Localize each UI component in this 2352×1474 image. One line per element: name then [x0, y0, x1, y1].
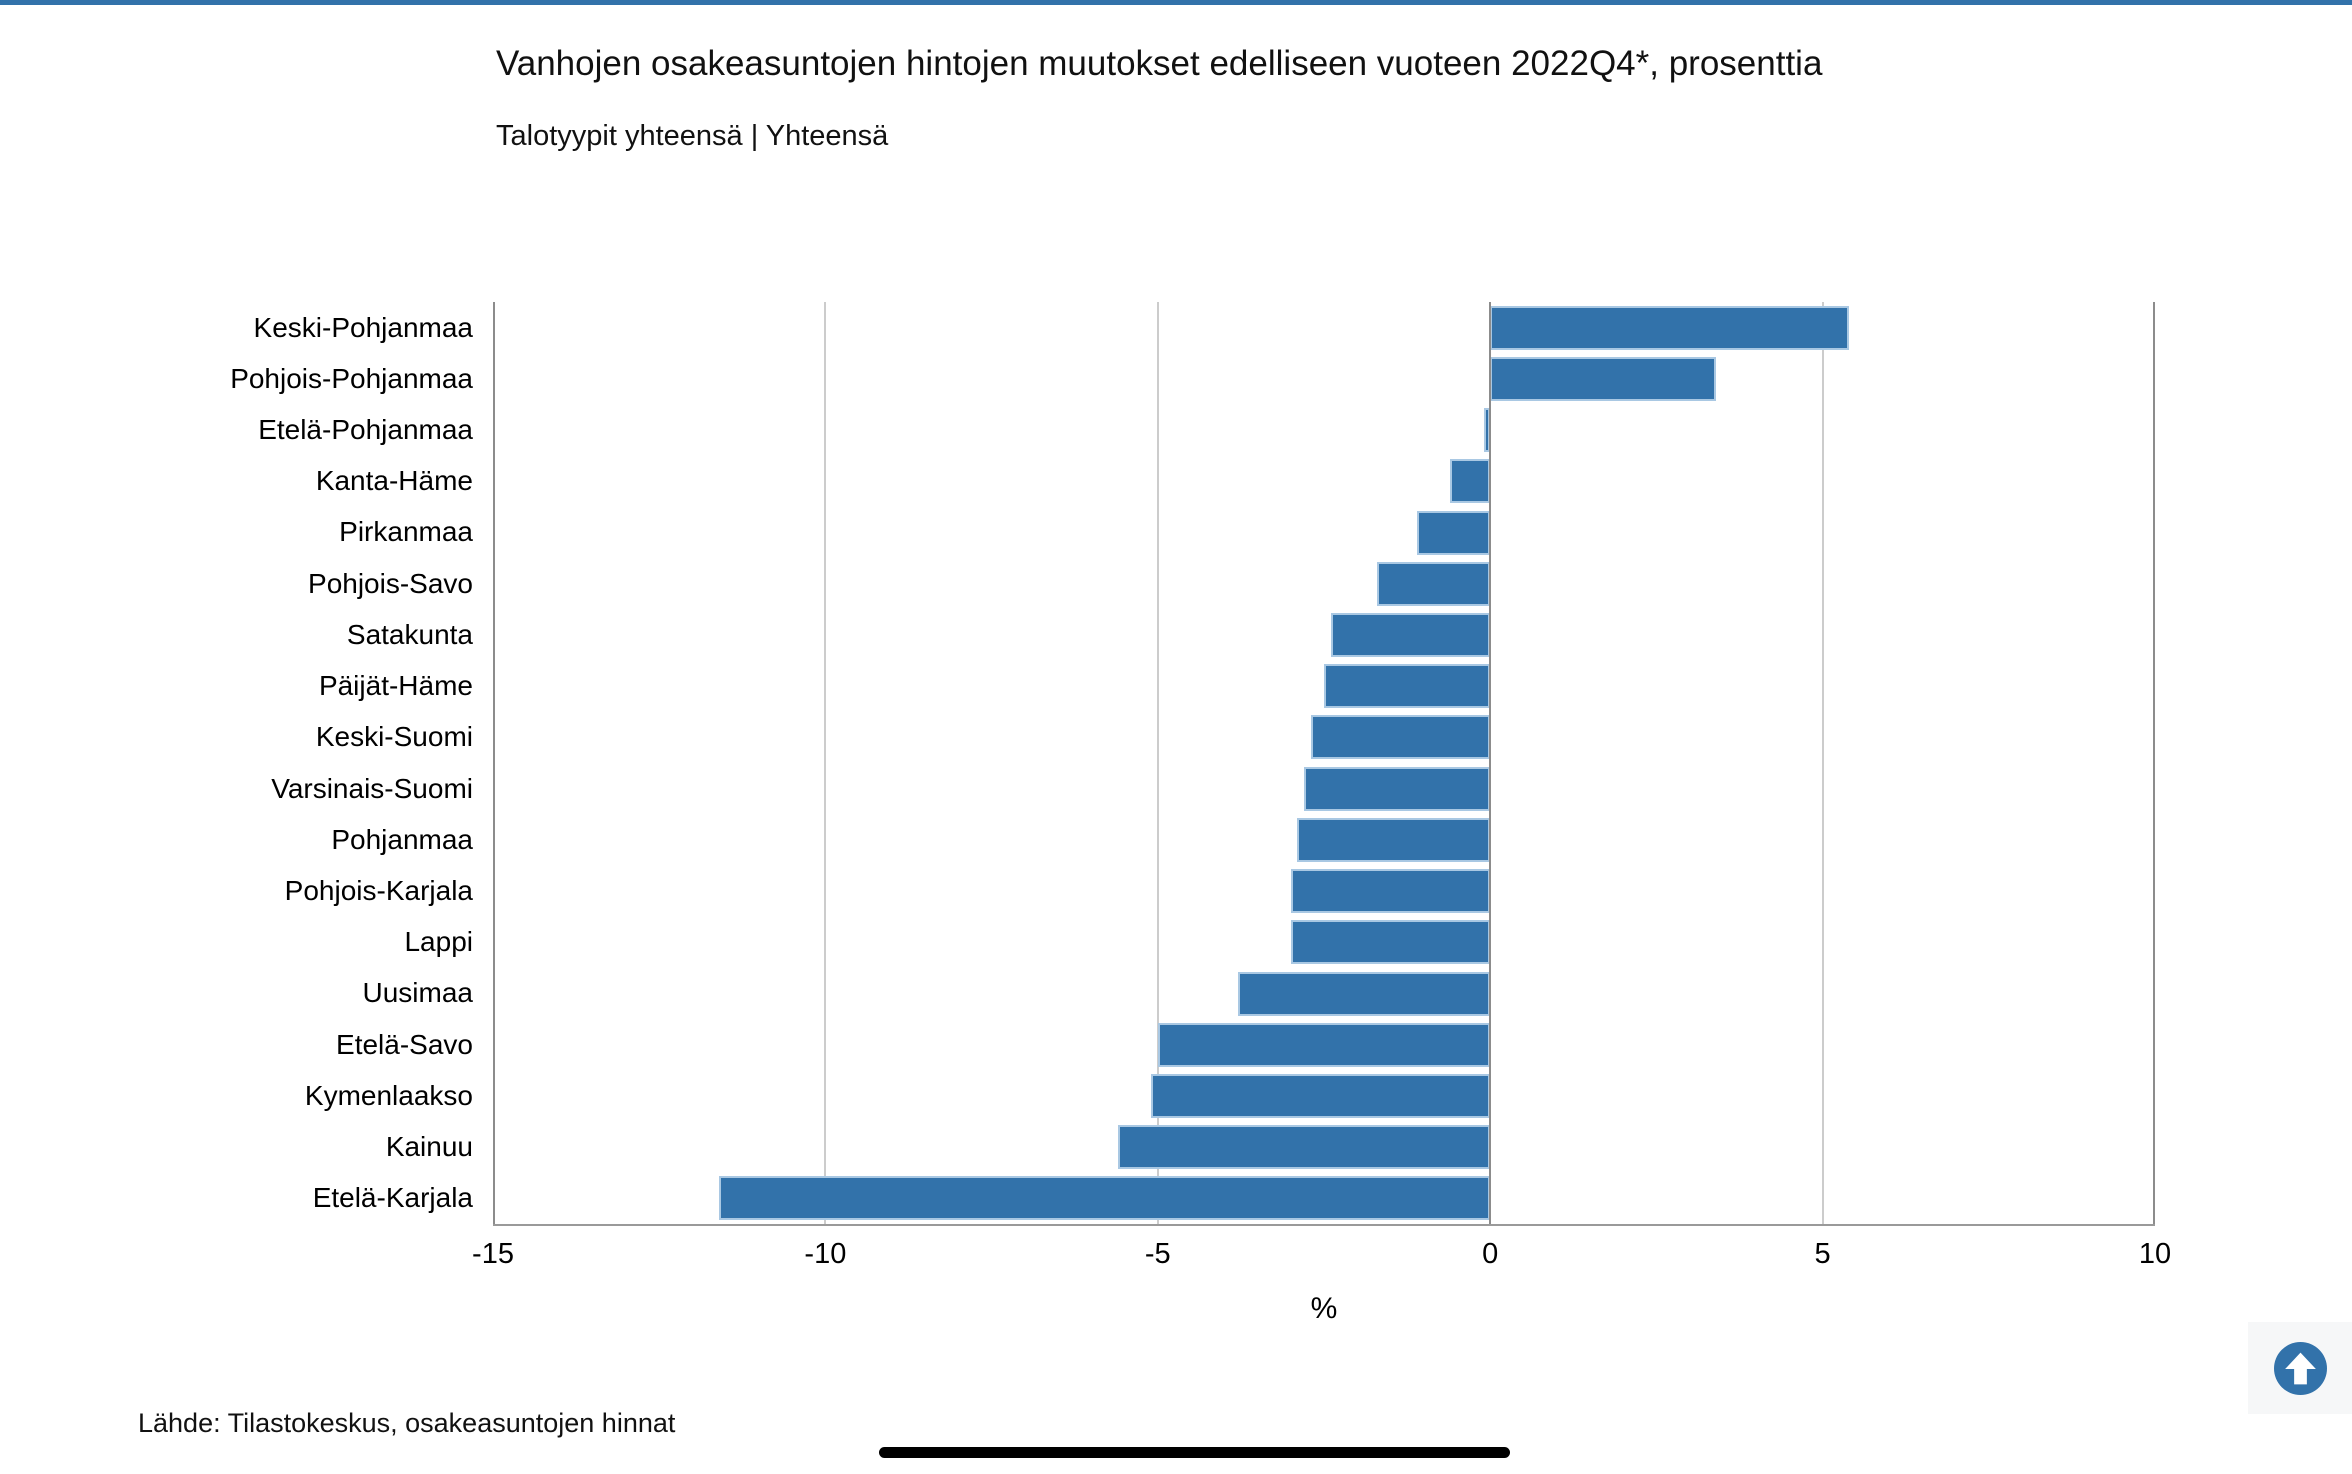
bar-pohjois-savo[interactable] [1377, 561, 1491, 606]
x-axis-tick-labels: -15 -10 -5 0 5 10 [472, 1238, 2171, 1278]
y-label-pohjois-pohjanmaa: Pohjois-Pohjanmaa [230, 362, 473, 394]
x-tick-5: 5 [1814, 1238, 1831, 1270]
y-label-etelä-karjala: Etelä-Karjala [312, 1182, 473, 1214]
bar-päijät-häme[interactable] [1324, 664, 1491, 709]
x-tick--5: -5 [1144, 1238, 1171, 1270]
y-axis-labels: Keski-Pohjanmaa Pohjois-Pohjanmaa Etelä-Po… [0, 302, 473, 1224]
y-label-uusimaa: Uusimaa [362, 977, 473, 1009]
y-label-päijät-häme: Päijät-Häme [318, 670, 473, 702]
gridline--5 [1156, 302, 1159, 1224]
y-label-etelä-pohjanmaa: Etelä-Pohjanmaa [258, 414, 473, 446]
top-accent-bar [0, 0, 2352, 5]
bar-pirkanmaa[interactable] [1417, 510, 1491, 555]
y-label-kainuu: Kainuu [385, 1131, 473, 1163]
gridline-5 [1821, 302, 1824, 1224]
y-label-kanta-häme: Kanta-Häme [315, 465, 473, 497]
bar-etelä-karjala[interactable] [719, 1176, 1491, 1221]
up-arrow-icon [2273, 1341, 2327, 1395]
x-axis-title: % [1310, 1292, 1338, 1325]
chart-subtitle: Talotyypit yhteensä | Yhteensä [496, 120, 889, 152]
bar-kanta-häme[interactable] [1450, 459, 1491, 504]
bar-keski-pohjanmaa[interactable] [1490, 305, 1850, 350]
bar-lappi[interactable] [1290, 920, 1491, 965]
source-text: Lähde: Tilastokeskus, osakeasuntojen hin… [138, 1408, 676, 1438]
bar-keski-suomi[interactable] [1310, 715, 1491, 760]
bar-pohjois-pohjanmaa[interactable] [1490, 356, 1717, 401]
gridline--10 [824, 302, 827, 1224]
y-label-keski-suomi: Keski-Suomi [315, 721, 473, 753]
scroll-to-top-button[interactable] [2248, 1322, 2352, 1414]
x-tick--15: -15 [472, 1238, 514, 1270]
bar-satakunta[interactable] [1330, 612, 1491, 657]
bar-uusimaa[interactable] [1237, 971, 1491, 1016]
y-label-pohjois-savo: Pohjois-Savo [308, 567, 473, 599]
bar-kainuu[interactable] [1117, 1125, 1491, 1170]
y-label-pirkanmaa: Pirkanmaa [339, 516, 473, 548]
y-label-satakunta: Satakunta [346, 618, 473, 650]
y-label-varsinais-suomi: Varsinais-Suomi [271, 772, 473, 804]
chart-title: Vanhojen osakeasuntojen hintojen muutoks… [496, 44, 1823, 83]
zero-gridline [1489, 302, 1492, 1224]
y-label-pohjois-karjala: Pohjois-Karjala [284, 875, 473, 907]
gridline--15 [493, 302, 495, 1224]
y-label-kymenlaakso: Kymenlaakso [304, 1079, 473, 1111]
x-axis-line [493, 1224, 2155, 1226]
horizontal-scrollbar-thumb[interactable] [879, 1447, 1510, 1458]
y-label-lappi: Lappi [404, 926, 473, 958]
bar-varsinais-suomi[interactable] [1304, 766, 1491, 811]
y-label-etelä-savo: Etelä-Savo [336, 1028, 473, 1060]
y-label-pohjanmaa: Pohjanmaa [331, 823, 473, 855]
bar-etelä-savo[interactable] [1157, 1022, 1491, 1067]
plot-area [493, 302, 2155, 1224]
x-tick-10: 10 [2138, 1238, 2172, 1270]
x-tick-0: 0 [1482, 1238, 1499, 1270]
bar-pohjanmaa[interactable] [1297, 817, 1491, 862]
x-tick--10: -10 [804, 1238, 847, 1270]
gridline-10 [2153, 302, 2155, 1224]
bar-pohjois-karjala[interactable] [1290, 869, 1491, 914]
y-label-keski-pohjanmaa: Keski-Pohjanmaa [253, 311, 473, 343]
bar-kymenlaakso[interactable] [1151, 1073, 1491, 1118]
